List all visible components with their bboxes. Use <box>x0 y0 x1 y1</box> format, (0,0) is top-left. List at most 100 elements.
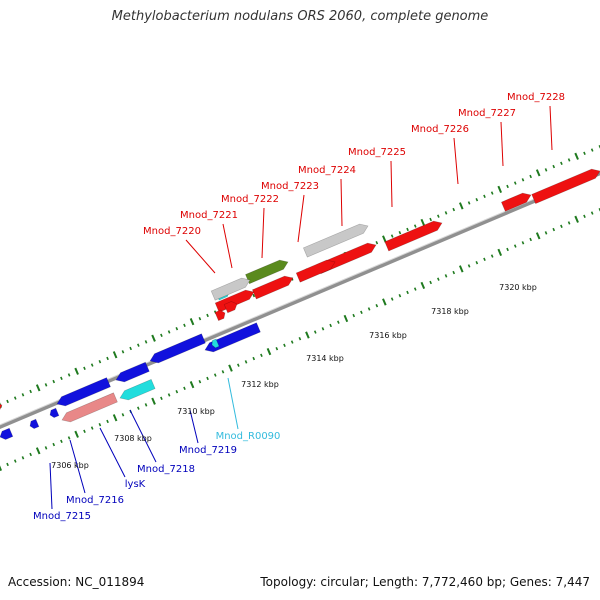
tick-minor <box>490 191 494 195</box>
tick-minor <box>137 406 140 410</box>
tick-minor <box>183 386 186 391</box>
tick-minor <box>390 297 394 301</box>
tick-minor <box>429 217 432 222</box>
gene-label-forward: Mnod_7225 <box>348 147 406 158</box>
tick-minor <box>121 350 125 354</box>
tick-minor <box>198 380 202 384</box>
leader-reverse <box>227 377 239 430</box>
tick-minor <box>513 244 517 248</box>
gene-arrow-17 <box>56 377 111 407</box>
tick-minor <box>506 247 509 252</box>
leader-reverse <box>99 427 126 478</box>
gene-label-reverse: Mnod_7216 <box>66 495 124 506</box>
tick-minor <box>398 294 402 298</box>
gene-track <box>0 168 600 440</box>
tick-minor <box>413 287 417 291</box>
gene-label-reverse: Mnod_7215 <box>33 511 91 522</box>
tick-minor <box>106 356 109 361</box>
tick-minor <box>283 343 286 348</box>
tick-major <box>189 381 195 389</box>
gene-arrow-6 <box>252 275 294 300</box>
tick-minor <box>337 320 340 324</box>
tick-minor <box>29 389 32 394</box>
tick-major <box>74 367 79 375</box>
tick-minor <box>60 439 63 443</box>
gene-arrow-10 <box>0 403 3 411</box>
gene-arrow-20 <box>149 333 206 364</box>
tick-minor <box>90 363 94 367</box>
tick-minor <box>83 366 86 371</box>
tick-minor <box>583 214 586 219</box>
tick-minor <box>521 241 525 245</box>
tick-minor <box>590 148 594 152</box>
tick-minor <box>52 379 56 384</box>
tick-minor <box>483 257 486 262</box>
tick-major <box>458 202 464 210</box>
tick-major <box>112 351 118 359</box>
tick-major <box>305 331 310 339</box>
tick-minor <box>275 346 279 351</box>
scale-label: 7316 kbp <box>369 331 407 340</box>
tick-minor <box>290 340 294 344</box>
tick-minor <box>198 317 202 321</box>
tick-minor <box>167 393 171 397</box>
gene-label-reverse: lysK <box>125 479 146 490</box>
tick-minor <box>567 221 571 225</box>
tick-major <box>266 347 272 356</box>
tick-minor <box>144 340 148 344</box>
tick-minor <box>490 254 494 258</box>
tick-minor <box>367 307 371 311</box>
tick-major <box>343 314 349 323</box>
tick-minor <box>544 168 548 172</box>
tick-minor <box>298 337 302 341</box>
leader-forward <box>261 207 265 259</box>
tick-minor <box>560 224 563 228</box>
tick-major <box>74 430 79 438</box>
gene-arrow-19 <box>29 418 40 429</box>
leader-reverse <box>189 409 199 444</box>
tick-minor <box>529 174 532 179</box>
gene-arrow-16 <box>115 361 150 383</box>
tick-minor <box>98 360 102 364</box>
tick-major <box>420 281 426 290</box>
tick-major <box>382 298 387 306</box>
gene-labels: Mnod_7220 Mnod_7221 Mnod_7222 Mnod_7223 Mnod… <box>33 92 565 522</box>
tick-minor <box>452 270 456 275</box>
tick-minor <box>360 310 363 314</box>
tick-minor <box>406 227 409 232</box>
tick-minor <box>444 211 448 215</box>
tick-minor <box>329 323 332 328</box>
tick-minor <box>260 353 263 357</box>
tick-minor <box>244 360 248 364</box>
gene-label-forward: Mnod_7221 <box>180 210 238 221</box>
gene-arrow-9 <box>214 309 226 321</box>
tick-minor <box>21 393 25 397</box>
tick-minor <box>44 446 48 450</box>
gene-arrow-7 <box>214 289 255 313</box>
gene-label-forward: Mnod_7224 <box>298 165 356 176</box>
tick-minor <box>29 452 32 457</box>
map-title: Methylobacterium nodulans ORS 2060, comp… <box>111 9 489 24</box>
tick-minor <box>60 376 63 380</box>
tick-minor <box>206 376 209 381</box>
tick-minor <box>137 343 140 347</box>
tick-major <box>574 152 579 160</box>
tick-minor <box>375 303 379 308</box>
tick-major <box>151 334 156 342</box>
tick-minor <box>90 426 94 430</box>
tick-minor <box>437 214 440 218</box>
tick-major <box>535 232 541 240</box>
leader-forward <box>222 223 233 269</box>
tick-minor <box>560 161 563 165</box>
scale-label: 7306 kbp <box>51 461 89 470</box>
leader-forward <box>185 239 216 274</box>
tick-minor <box>67 436 71 440</box>
tick-minor <box>206 313 209 318</box>
tick-major <box>35 384 41 392</box>
leader-reverse <box>69 439 86 494</box>
gene-label-reverse: Mnod_7218 <box>137 464 195 475</box>
gene-label-reverse: Mnod_7219 <box>179 445 237 456</box>
gene-arrow-5 <box>295 259 336 283</box>
tick-minor <box>221 370 225 374</box>
